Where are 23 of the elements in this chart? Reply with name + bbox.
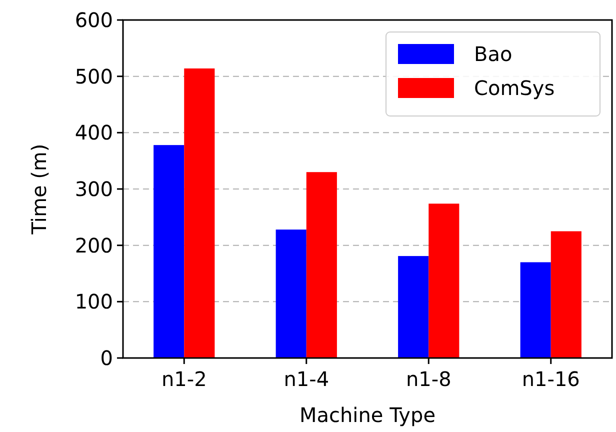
y-tick-label: 600 bbox=[74, 8, 113, 32]
y-tick-label: 100 bbox=[74, 290, 113, 314]
bar bbox=[184, 68, 215, 358]
bar bbox=[428, 204, 460, 358]
y-tick-label: 400 bbox=[74, 120, 113, 145]
x-axis-title: Machine Type bbox=[299, 403, 436, 427]
y-tick-label: 500 bbox=[74, 64, 113, 88]
x-tick-label: n1-8 bbox=[406, 367, 452, 391]
bar bbox=[276, 230, 306, 358]
y-tick-label: 300 bbox=[74, 177, 113, 201]
bar bbox=[550, 231, 582, 358]
bar bbox=[398, 256, 429, 358]
legend-label: Bao bbox=[474, 42, 512, 66]
bar bbox=[520, 262, 551, 358]
bar bbox=[306, 172, 337, 358]
x-tick-label: n1-2 bbox=[161, 367, 207, 391]
x-tick-label: n1-4 bbox=[284, 367, 330, 391]
legend-label: ComSys bbox=[474, 76, 555, 100]
x-tick-label: n1-16 bbox=[522, 367, 580, 391]
y-tick-label: 0 bbox=[100, 346, 113, 370]
y-tick-label: 200 bbox=[74, 233, 113, 258]
bar bbox=[154, 145, 184, 358]
y-axis-title: Time (m) bbox=[27, 144, 51, 236]
